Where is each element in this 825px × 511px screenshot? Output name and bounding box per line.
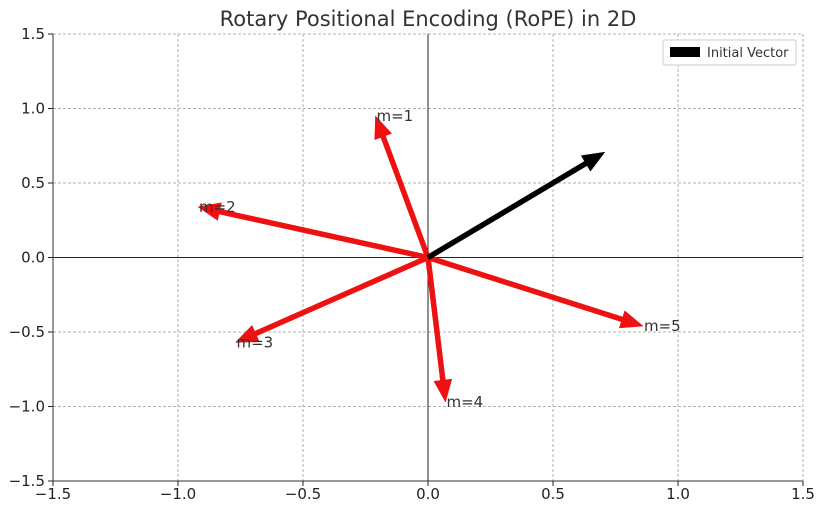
- ticks: −1.5 −1.0 −0.5 0.0 0.5 1.0 1.5 −1.5 −1.0 −0.5 0.0 0…: [9, 25, 815, 503]
- rotated-vector-m2-shape: [197, 202, 429, 261]
- x-tick-label: −0.5: [285, 485, 321, 503]
- rotated-vector-m1: [374, 115, 431, 259]
- rotated-vector-m5-shape: [426, 254, 644, 329]
- initial-vector: [426, 151, 605, 260]
- rotated-vector-m4-shape: [425, 256, 453, 403]
- x-tick-label: 0.0: [416, 485, 440, 503]
- legend-swatch-initial-vector: [670, 47, 700, 57]
- vector-label-m3: m=3: [237, 333, 274, 351]
- chart-title: Rotary Positional Encoding (RoPE) in 2D: [220, 7, 637, 31]
- rotated-vector-m5: [426, 254, 644, 329]
- vector-labels: m=1 m=2 m=3 m=4 m=5: [199, 107, 681, 411]
- x-tick-label: 1.0: [666, 485, 690, 503]
- vector-label-m2: m=2: [199, 198, 236, 216]
- rotated-vector-m4: [425, 256, 453, 403]
- vector-label-m4: m=4: [447, 393, 484, 411]
- y-tick-label: 0.0: [21, 249, 45, 267]
- y-tick-label: −1.0: [9, 398, 45, 416]
- y-tick-label: −0.5: [9, 323, 45, 341]
- rotated-vector-m3: [235, 254, 430, 343]
- x-tick-label: 1.5: [791, 485, 815, 503]
- y-tick-label: −1.5: [9, 472, 45, 490]
- vectors: [197, 115, 644, 403]
- x-tick-label: −1.5: [35, 485, 71, 503]
- x-tick-label: 0.5: [541, 485, 565, 503]
- vector-label-m1: m=1: [377, 107, 414, 125]
- y-tick-label: 1.5: [21, 25, 45, 43]
- legend-box: [662, 39, 797, 66]
- rotated-vector-m1-shape: [374, 115, 431, 259]
- legend: Initial Vector: [662, 39, 797, 66]
- y-tick-label: 0.5: [21, 174, 45, 192]
- initial-vector-shape: [426, 151, 605, 260]
- rotated-vector-m3-shape: [235, 254, 430, 343]
- rotated-vector-m2: [197, 202, 429, 261]
- x-tick-label: −1.0: [160, 485, 196, 503]
- legend-label-initial-vector: Initial Vector: [707, 46, 789, 61]
- vector-label-m5: m=5: [644, 317, 681, 335]
- y-tick-label: 1.0: [21, 100, 45, 118]
